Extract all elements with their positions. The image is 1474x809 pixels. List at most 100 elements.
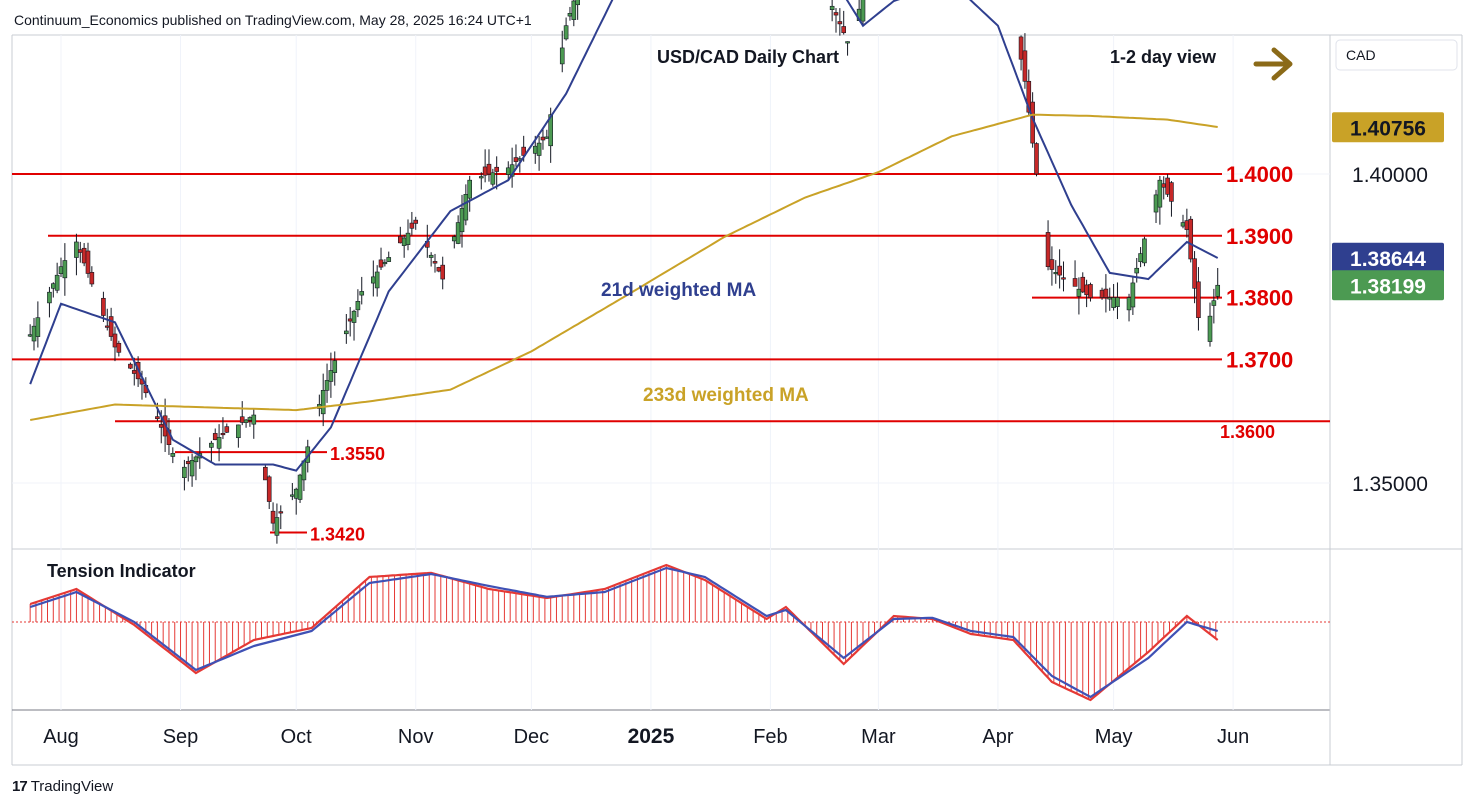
candle-body <box>1157 179 1163 208</box>
price-badges: 1.40756 1.38644 1.38199 <box>1332 112 1444 301</box>
candle-body <box>1072 278 1078 287</box>
y-tick-label: 1.35000 <box>1352 473 1428 496</box>
indicator-fast-line <box>29 563 1219 702</box>
level-label: 1.3600 <box>1220 422 1275 442</box>
level-label: 1.3800 <box>1226 286 1293 311</box>
candle-body <box>1180 222 1186 227</box>
candle-body <box>482 166 488 176</box>
candle-body <box>1161 183 1167 188</box>
candle-body <box>478 176 484 179</box>
candle-body <box>1153 194 1159 213</box>
candle-body <box>1215 284 1221 297</box>
candle-body <box>571 0 577 20</box>
candle-body <box>1184 220 1190 230</box>
x-tick-label: Oct <box>281 726 313 748</box>
candle-body <box>1196 281 1201 318</box>
candle-body <box>1061 277 1066 280</box>
candle-body <box>278 511 284 514</box>
chart-title: USD/CAD Daily Chart <box>657 47 839 67</box>
ma233-line <box>30 113 1218 421</box>
candle-body <box>548 114 553 147</box>
candle-body <box>1099 289 1105 298</box>
candle-body <box>455 222 461 244</box>
moving-averages <box>29 0 1219 472</box>
candle-body <box>440 264 446 280</box>
candle-body <box>50 283 56 289</box>
candle-body <box>216 436 222 449</box>
candle-body <box>332 360 338 373</box>
ma21-label: 21d weighted MA <box>601 280 756 301</box>
candle-body <box>1134 267 1140 274</box>
price-badge <box>1332 242 1444 273</box>
candle-body <box>108 316 114 337</box>
candle-body <box>158 424 164 428</box>
candle-body <box>293 488 299 499</box>
level-label: 1.3900 <box>1226 224 1293 249</box>
view-label: 1-2 day view <box>1110 47 1217 67</box>
candle-body <box>1207 315 1213 342</box>
currency-box[interactable] <box>1335 39 1458 71</box>
candle-body <box>532 145 538 154</box>
candle-body <box>451 236 457 242</box>
candle-body <box>559 47 565 65</box>
candle-body <box>1088 284 1093 298</box>
candle-body <box>1022 50 1028 82</box>
candle-body <box>563 25 569 40</box>
candle-body <box>209 442 214 448</box>
x-axis-ticks: Aug Sep Oct Nov Dec 2025 Feb Mar Apr May Jun <box>43 725 1249 748</box>
x-tick-label: Apr <box>982 726 1013 748</box>
candle-body <box>833 12 839 16</box>
candle-body <box>1126 297 1132 311</box>
level-label: 1.3550 <box>330 444 385 464</box>
candle-body <box>486 163 492 175</box>
tradingview-wordmark: TradingView <box>30 778 114 795</box>
price-badge-label: 1.38644 <box>1350 248 1426 271</box>
candle-body <box>1211 300 1217 306</box>
x-tick-label: Dec <box>514 726 550 748</box>
candle-body <box>490 172 496 185</box>
candle-body <box>116 342 122 353</box>
candle-body <box>1049 259 1055 270</box>
candle-body <box>189 460 195 477</box>
candle-body <box>428 254 434 258</box>
tradingview-logo[interactable]: 17 TradingView <box>12 778 113 795</box>
candle-body <box>344 330 349 335</box>
price-badge-label: 1.38199 <box>1350 275 1426 298</box>
candle-body <box>243 419 249 423</box>
candle-body <box>459 208 465 233</box>
candle-body <box>845 41 850 44</box>
candle-body <box>860 0 866 22</box>
candle-body <box>131 370 137 374</box>
arrow-right-icon <box>1253 47 1293 81</box>
candle-body <box>1080 276 1086 293</box>
candle-body <box>494 166 499 172</box>
candle-body <box>355 301 361 311</box>
candle-body <box>236 424 241 439</box>
candle-body <box>401 237 407 246</box>
candle-body <box>378 259 384 268</box>
candle-body <box>1018 36 1024 60</box>
candle-body <box>513 157 519 162</box>
candle-body <box>270 510 276 524</box>
x-tick-label: Nov <box>398 726 434 748</box>
candle-body <box>31 325 37 342</box>
candle-body <box>1169 182 1174 202</box>
ma21-line <box>29 0 1219 472</box>
candle-body <box>382 261 388 265</box>
candle-body <box>101 297 106 316</box>
candle-body <box>193 456 199 463</box>
candle-body <box>386 257 392 262</box>
candle-body <box>185 461 191 465</box>
candle-body <box>47 291 52 304</box>
candle-body <box>263 466 268 481</box>
candle-body <box>155 416 160 420</box>
candle-body <box>575 0 580 6</box>
candle-body <box>104 325 110 328</box>
candle-body <box>463 194 469 221</box>
candle-body <box>1130 282 1136 308</box>
candle-body <box>247 417 253 421</box>
candle-body <box>58 266 64 275</box>
candles <box>27 0 1221 544</box>
candle-body <box>398 236 403 244</box>
